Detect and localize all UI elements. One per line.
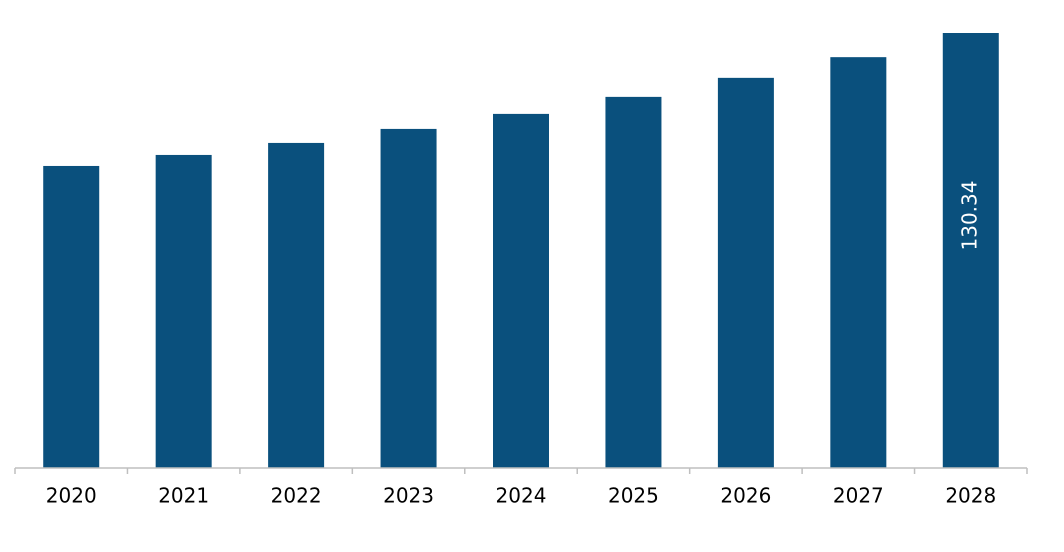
bar [43, 165, 100, 468]
x-tick-label: 2023 [383, 484, 434, 508]
x-tick-label: 2024 [496, 484, 547, 508]
x-tick-label: 2025 [608, 484, 659, 508]
x-tick-label: 2027 [833, 484, 884, 508]
bar [717, 77, 774, 469]
bar [155, 154, 212, 468]
bar [942, 33, 999, 468]
bar [380, 128, 437, 468]
x-tick-label: 2026 [720, 484, 771, 508]
x-tick-label: 2021 [158, 484, 209, 508]
x-tick-label: 2020 [46, 484, 97, 508]
x-tick-label: 2022 [271, 484, 322, 508]
bar [268, 142, 325, 468]
bar [830, 57, 887, 468]
x-tick-label: 2028 [945, 484, 996, 508]
bar [605, 96, 662, 468]
bar [493, 113, 549, 469]
value-label: 130.34 [957, 181, 981, 251]
